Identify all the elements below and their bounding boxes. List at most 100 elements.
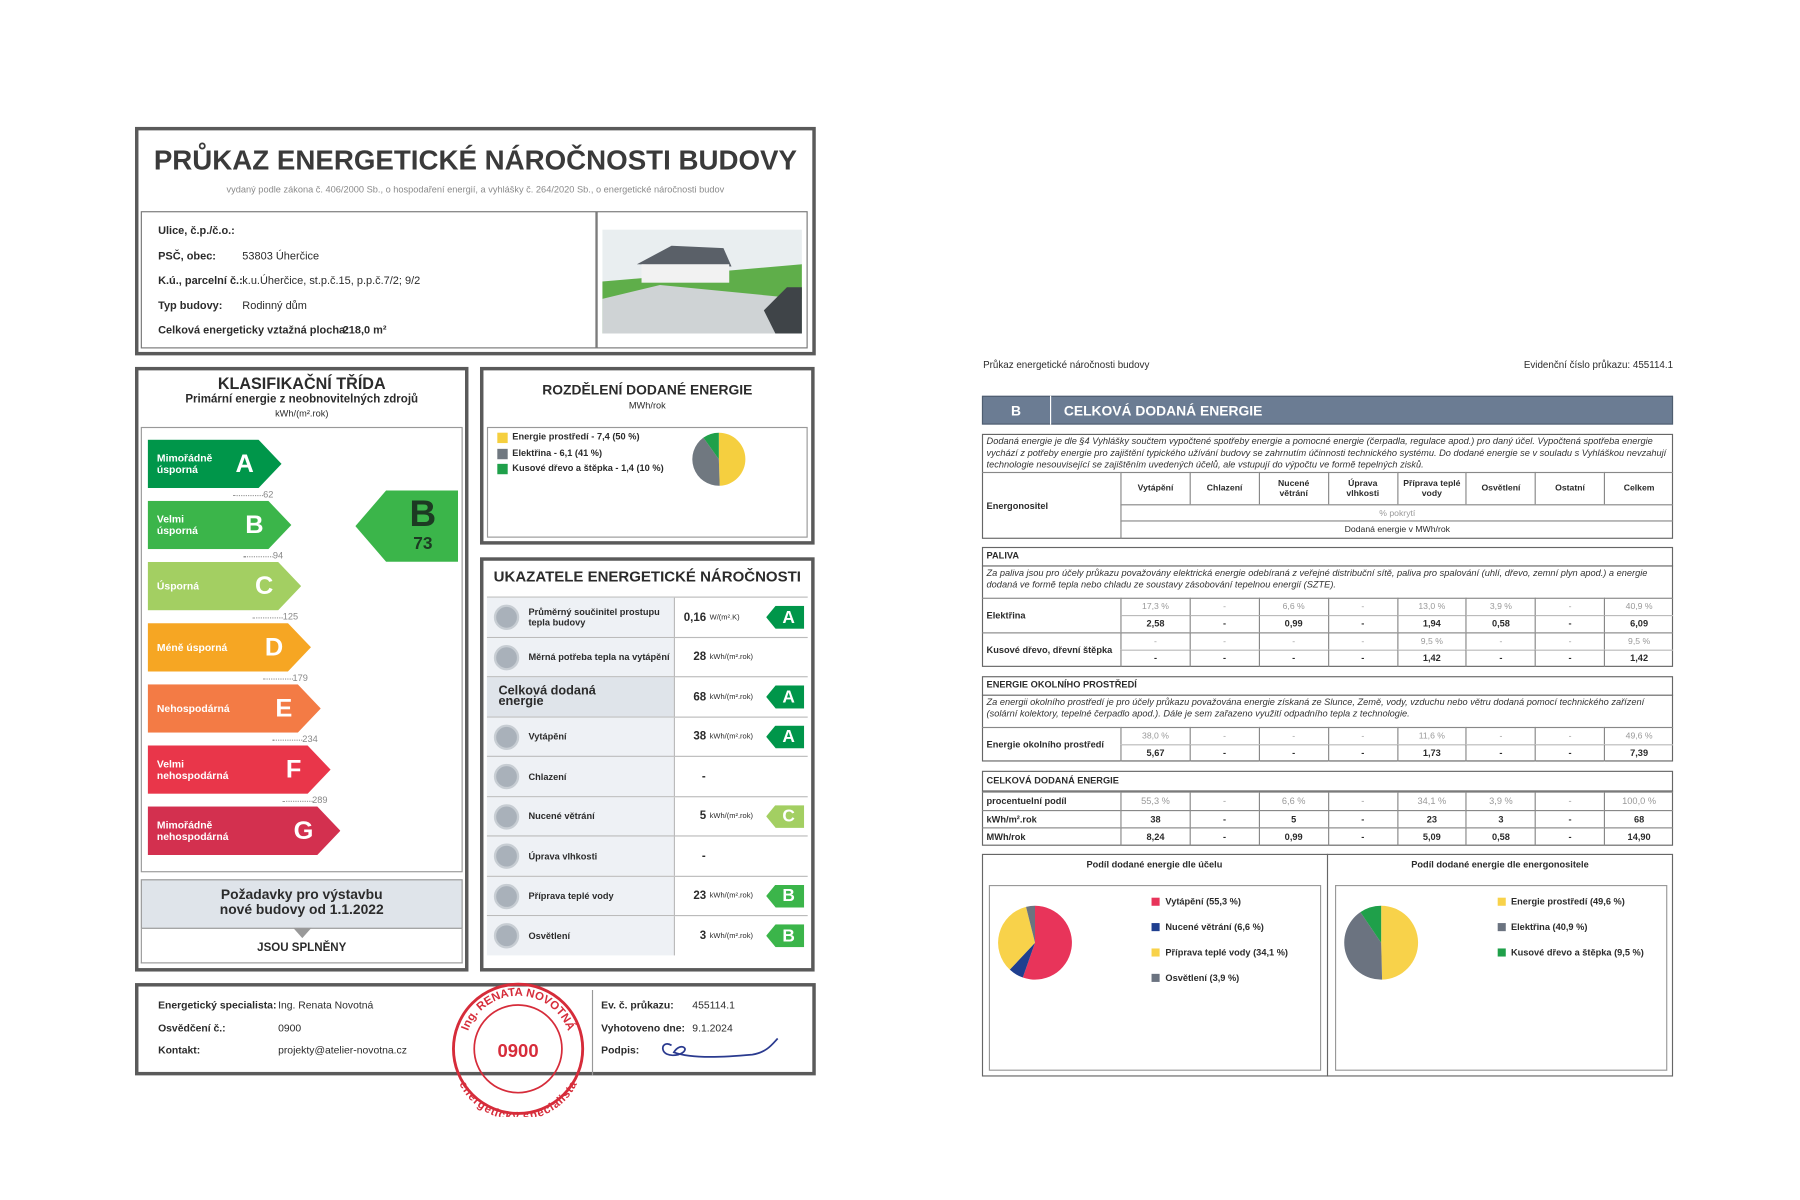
distribution-unit: MWh/rok [628, 400, 666, 411]
field-label: Kontakt: [158, 1044, 201, 1056]
legend-swatch [1497, 948, 1506, 957]
pct-cell: - [1120, 632, 1190, 650]
value-cell: 5 [1258, 809, 1328, 828]
field-value: 9.1.2024 [692, 1021, 733, 1034]
indicator-icon [493, 763, 520, 790]
limit-line [233, 494, 264, 497]
class-name: Velmi nehospodárná [156, 758, 229, 782]
class-arrow: Mimořádně nehospodárná G [148, 807, 341, 855]
indicator-unit: kWh/(m².rok) [709, 891, 753, 900]
classification-title: KLASIFIKAČNÍ TŘÍDA [217, 373, 386, 393]
indicator-value: - [701, 849, 706, 863]
legend-label: Nucené větrání (6,6 %) [1165, 921, 1264, 933]
indicator-label: Měrná potřeba tepla na vytápění [528, 651, 670, 663]
value-cell: - [1465, 649, 1535, 667]
value-cell: - [1189, 614, 1259, 633]
limit-line [282, 800, 313, 802]
document-title: PRŮKAZ ENERGETICKÉ NÁROČNOSTI BUDOVY [153, 145, 797, 177]
value-cell: - [1189, 809, 1259, 828]
subheader: % pokrytí [1120, 504, 1674, 521]
value-cell: 3,9 % [1465, 791, 1535, 810]
value-cell: 5,09 [1396, 827, 1466, 846]
indicator-label: Celková dodaná energie [498, 684, 596, 709]
indicator-label-cell [486, 677, 675, 717]
indicator-row: Vytápění 38 kWh/(m².rok) A [486, 715, 808, 757]
class-limit: 234 [302, 733, 318, 745]
legend-label: Kusové dřevo a štěpka (9,5 %) [1510, 947, 1644, 958]
pie-slice [1009, 942, 1035, 978]
indicator-icon [493, 803, 520, 830]
class-name: Úsporná [156, 580, 200, 592]
indicator-label: Nucené větrání [528, 811, 595, 822]
rating-value: 73 [413, 534, 433, 554]
distribution-title: ROZDĚLENÍ DODANÉ ENERGIE [542, 381, 753, 399]
section-bar [981, 395, 1674, 425]
chart-box [988, 884, 1322, 1071]
field-label: Ev. č. průkazu: [601, 999, 674, 1011]
section-letter: B [982, 395, 1052, 425]
row-label: kWh/m².rok [981, 809, 1121, 827]
house-wall [641, 264, 730, 283]
column-header: Osvětlení [1465, 471, 1535, 505]
row-label: Kusové dřevo, dřevní štěpka [981, 632, 1121, 667]
class-badge: B [766, 924, 805, 948]
field-label: Typ budovy: [158, 299, 223, 313]
field-label: Energetický specialista: [158, 999, 277, 1011]
indicator-icon [493, 843, 520, 869]
value-cell: 1,42 [1396, 649, 1466, 667]
pct-cell: 49,6 % [1603, 726, 1674, 745]
class-arrow: Nehospodárná E [148, 684, 321, 732]
indicator-row: Chlazení - [486, 755, 808, 797]
indicator-label: Osvětlení [528, 930, 571, 941]
distribution-inner [486, 426, 808, 538]
value-cell: - [1534, 791, 1604, 810]
value-cell: - [1120, 649, 1190, 667]
class-badge: C [766, 804, 805, 828]
class-name: Méně úsporná [156, 641, 228, 654]
limit-line [242, 556, 273, 558]
indicator-icon [493, 644, 520, 670]
value-cell: - [1189, 744, 1259, 762]
class-letter: F [285, 754, 302, 784]
field-label: PSČ, obec: [158, 249, 216, 263]
field-value: 53803 Úherčice [242, 249, 320, 263]
pie-slice [1026, 905, 1035, 943]
pct-cell: 13,0 % [1396, 597, 1466, 615]
class-badge: A [766, 605, 805, 629]
value-cell: 14,90 [1603, 827, 1674, 846]
indicator-icon [493, 604, 520, 630]
stamp-role: energetický specialista [456, 1079, 580, 1117]
field-value: Ing. Renata Novotná [278, 999, 374, 1011]
building-photo [602, 229, 802, 334]
pct-cell: 17,3 % [1120, 597, 1190, 615]
stamp-number: 0900 [498, 1040, 539, 1061]
pct-cell: 38,0 % [1120, 726, 1190, 745]
class-limit: 179 [292, 672, 308, 684]
indicator-label: Příprava teplé vody [528, 890, 614, 902]
pie-slice [718, 432, 746, 486]
indicator-icon [493, 724, 520, 750]
section-note: Za paliva jsou pro účely průkazu považov… [986, 567, 1648, 590]
pie-chart [998, 905, 1072, 980]
value-cell: - [1189, 649, 1259, 667]
pie-chart [1343, 905, 1418, 980]
indicator-row: Osvětlení 3 kWh/(m².rok) B [486, 914, 808, 956]
pie-slice [1359, 905, 1381, 943]
pct-cell: 9,5 % [1603, 632, 1674, 650]
section-frame [981, 770, 1674, 846]
class-letter: G [293, 815, 314, 845]
value-cell: 5,67 [1120, 744, 1190, 762]
requirement-pointer [293, 927, 312, 939]
scribble [662, 1037, 779, 1058]
indicator-label: Průměrný součinitel prostupu tepla budov… [528, 606, 660, 628]
pie-slice [692, 437, 720, 486]
pct-cell: - [1534, 597, 1604, 615]
slope [763, 287, 802, 334]
house-roof [636, 245, 732, 267]
value-cell: 1,42 [1603, 649, 1674, 667]
pie-slice [1022, 905, 1072, 980]
pct-cell: - [1189, 726, 1259, 745]
value-cell: - [1327, 614, 1397, 633]
